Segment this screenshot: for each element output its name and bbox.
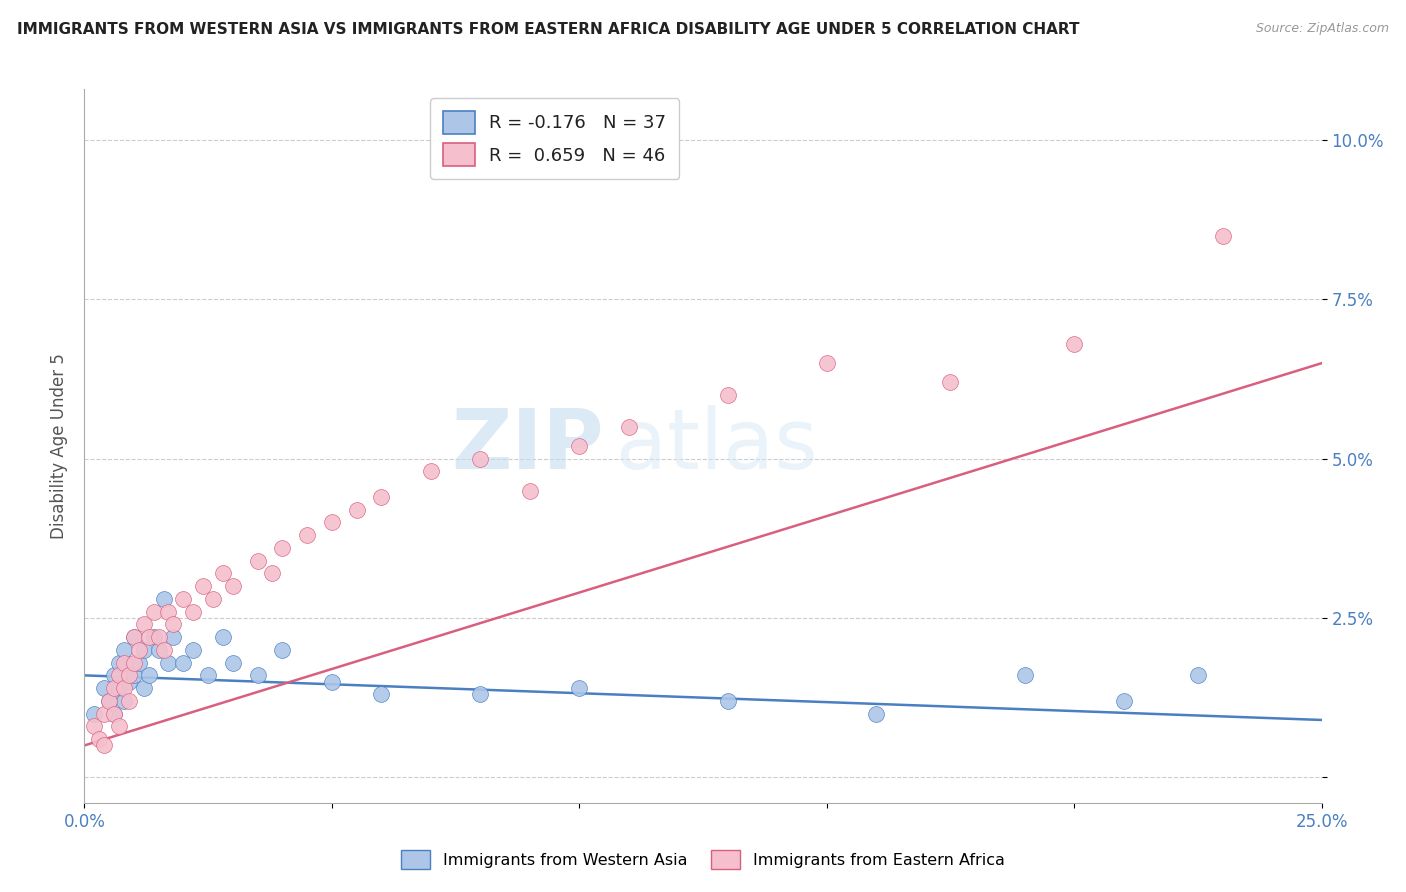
Point	[93, 706, 115, 721]
Point	[1212, 228, 1234, 243]
Point	[112, 656, 135, 670]
Point	[419, 465, 441, 479]
Point	[142, 630, 165, 644]
Point	[617, 420, 640, 434]
Point	[103, 668, 125, 682]
Point	[122, 630, 145, 644]
Point	[112, 694, 135, 708]
Point	[89, 732, 111, 747]
Point	[470, 688, 492, 702]
Point	[212, 566, 235, 581]
Point	[1063, 337, 1085, 351]
Point	[128, 643, 150, 657]
Point	[138, 668, 160, 682]
Point	[93, 739, 115, 753]
Point	[197, 668, 219, 682]
Point	[152, 591, 174, 606]
Point	[212, 630, 235, 644]
Point	[1014, 668, 1036, 682]
Point	[246, 554, 269, 568]
Legend: Immigrants from Western Asia, Immigrants from Eastern Africa: Immigrants from Western Asia, Immigrants…	[394, 842, 1012, 877]
Point	[112, 681, 135, 695]
Point	[202, 591, 225, 606]
Point	[246, 668, 269, 682]
Point	[98, 694, 121, 708]
Point	[519, 483, 541, 498]
Point	[132, 681, 155, 695]
Point	[118, 674, 141, 689]
Point	[939, 376, 962, 390]
Point	[370, 490, 392, 504]
Point	[321, 516, 343, 530]
Point	[103, 681, 125, 695]
Point	[83, 719, 105, 733]
Y-axis label: Disability Age Under 5: Disability Age Under 5	[49, 353, 67, 539]
Point	[271, 643, 294, 657]
Point	[98, 694, 121, 708]
Point	[152, 643, 174, 657]
Point	[295, 528, 318, 542]
Point	[162, 617, 184, 632]
Legend: R = -0.176   N = 37, R =  0.659   N = 46: R = -0.176 N = 37, R = 0.659 N = 46	[430, 98, 679, 179]
Point	[1187, 668, 1209, 682]
Point	[108, 719, 131, 733]
Point	[157, 605, 180, 619]
Point	[172, 656, 194, 670]
Point	[148, 630, 170, 644]
Point	[103, 706, 125, 721]
Point	[148, 643, 170, 657]
Point	[191, 579, 214, 593]
Point	[162, 630, 184, 644]
Point	[568, 439, 591, 453]
Point	[568, 681, 591, 695]
Point	[103, 706, 125, 721]
Point	[132, 617, 155, 632]
Point	[717, 694, 740, 708]
Point	[138, 630, 160, 644]
Point	[108, 656, 131, 670]
Text: ZIP: ZIP	[451, 406, 605, 486]
Point	[271, 541, 294, 555]
Point	[222, 579, 245, 593]
Point	[370, 688, 392, 702]
Point	[172, 591, 194, 606]
Point	[321, 674, 343, 689]
Point	[222, 656, 245, 670]
Point	[470, 451, 492, 466]
Point	[83, 706, 105, 721]
Point	[122, 656, 145, 670]
Point	[142, 605, 165, 619]
Point	[93, 681, 115, 695]
Point	[108, 681, 131, 695]
Point	[112, 643, 135, 657]
Text: Source: ZipAtlas.com: Source: ZipAtlas.com	[1256, 22, 1389, 36]
Point	[181, 605, 204, 619]
Point	[132, 643, 155, 657]
Text: IMMIGRANTS FROM WESTERN ASIA VS IMMIGRANTS FROM EASTERN AFRICA DISABILITY AGE UN: IMMIGRANTS FROM WESTERN ASIA VS IMMIGRAN…	[17, 22, 1080, 37]
Point	[118, 668, 141, 682]
Point	[118, 694, 141, 708]
Text: atlas: atlas	[616, 406, 818, 486]
Point	[122, 668, 145, 682]
Point	[865, 706, 887, 721]
Point	[108, 668, 131, 682]
Point	[262, 566, 284, 581]
Point	[122, 630, 145, 644]
Point	[157, 656, 180, 670]
Point	[181, 643, 204, 657]
Point	[346, 502, 368, 516]
Point	[1112, 694, 1135, 708]
Point	[717, 388, 740, 402]
Point	[815, 356, 838, 370]
Point	[128, 656, 150, 670]
